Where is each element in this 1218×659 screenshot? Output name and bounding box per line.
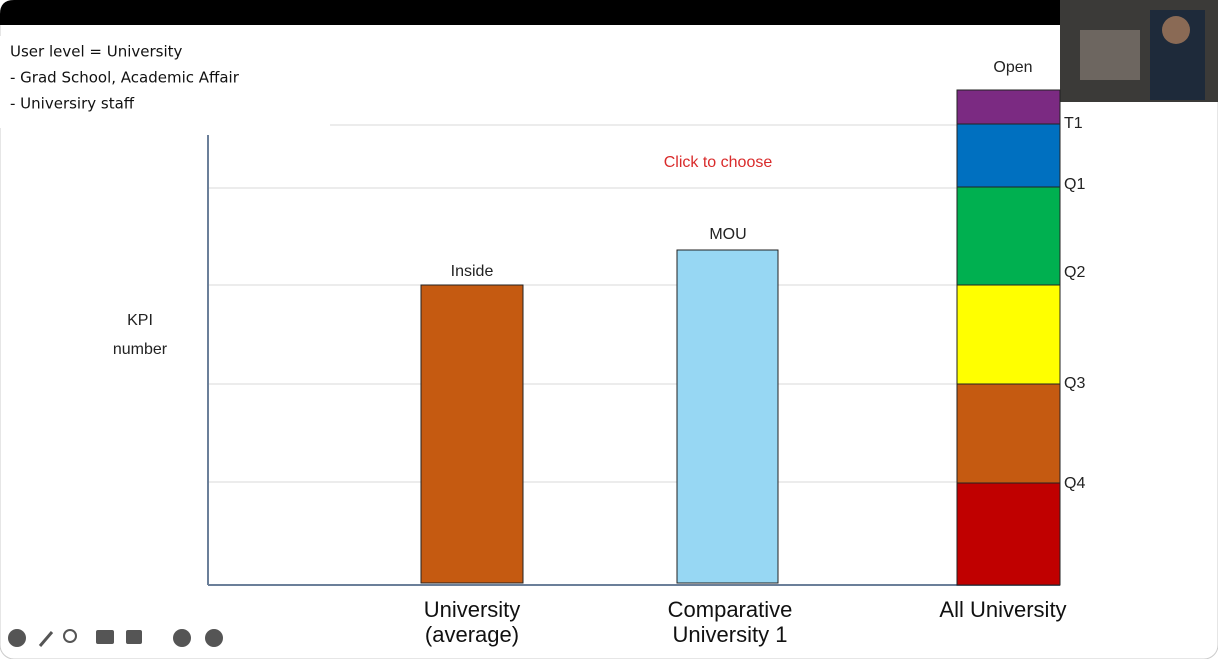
next-button[interactable] (205, 629, 223, 647)
level-label: Q2 (1064, 264, 1085, 281)
level-label: T1 (1064, 115, 1083, 132)
top-bar (0, 0, 1218, 25)
more-button[interactable] (173, 629, 191, 647)
webcam-face (1162, 16, 1190, 44)
category-label: University 1 (673, 622, 788, 647)
segment[interactable] (956, 186, 1061, 286)
level-label: Q4 (1064, 475, 1085, 492)
bar[interactable] (420, 284, 524, 584)
segment[interactable] (956, 89, 1061, 125)
segment[interactable] (956, 284, 1061, 385)
category-label: Comparative (668, 597, 793, 622)
segment[interactable] (956, 383, 1061, 484)
level-label: Q3 (1064, 375, 1085, 392)
grid (208, 124, 960, 483)
note-line: - Universiry staff (10, 95, 135, 113)
bar-label: MOU (709, 226, 746, 243)
category-label: (average) (425, 622, 519, 647)
level-label: Q1 (1064, 176, 1085, 193)
click-prompt[interactable]: Click to choose (664, 154, 773, 171)
bar[interactable] (676, 249, 779, 584)
category-label: University (424, 597, 521, 622)
category-label: All University (939, 597, 1066, 622)
bar-label: Inside (451, 263, 494, 280)
webcam-person (1080, 30, 1140, 80)
note-box (0, 36, 330, 128)
video-button[interactable] (126, 630, 142, 644)
note-line: User level = University (10, 43, 183, 61)
y-axis-label: number (113, 341, 168, 358)
zoom-button[interactable] (63, 629, 77, 643)
bar-label: Open (993, 59, 1032, 76)
segment[interactable] (956, 123, 1061, 188)
prev-button[interactable] (8, 629, 26, 647)
segment[interactable] (956, 482, 1061, 586)
stacked-bar[interactable] (956, 89, 1061, 586)
toolbar (8, 629, 223, 647)
pen-button[interactable] (38, 631, 54, 647)
cc-button[interactable] (96, 630, 114, 644)
note-line: - Grad School, Academic Affair (10, 69, 240, 87)
y-axis-label: KPI (127, 312, 153, 329)
